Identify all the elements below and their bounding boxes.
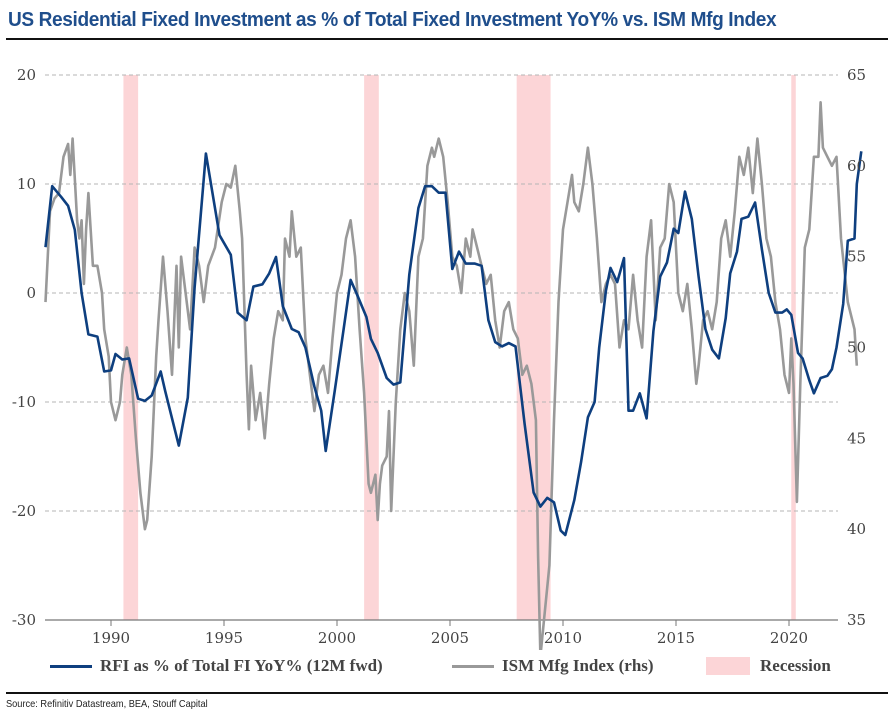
legend: RFI as % of Total FI YoY% (12M fwd) ISM … <box>0 656 896 682</box>
left-tick-label: 10 <box>17 175 36 193</box>
rfi-series <box>44 151 863 537</box>
x-tick-label: 2020 <box>770 629 808 647</box>
left-axis-ticks: -30 -20 -10 0 10 20 <box>12 66 36 629</box>
legend-label-ism: ISM Mfg Index (rhs) <box>502 656 654 675</box>
legend-swatch-recession <box>706 657 750 675</box>
right-axis-ticks: 35 40 45 50 55 60 65 <box>847 66 866 629</box>
right-tick-label: 55 <box>847 248 866 266</box>
chart-title: US Residential Fixed Investment as % of … <box>8 8 777 31</box>
recession-band <box>123 75 139 620</box>
right-tick-label: 60 <box>847 157 866 175</box>
x-axis-ticks: 1990 1995 2000 2005 2010 2015 2020 <box>92 629 808 647</box>
left-tick-label: 20 <box>17 66 36 84</box>
gridlines <box>45 74 838 512</box>
x-tick-label: 2015 <box>657 629 695 647</box>
legend-item-rfi: RFI as % of Total FI YoY% (12M fwd) <box>50 656 383 676</box>
x-tick-label: 2000 <box>318 629 356 647</box>
chart-area: -30 -20 -10 0 10 20 35 40 45 50 55 60 65 1990 1995 20… <box>12 66 866 650</box>
recession-band <box>516 75 551 620</box>
right-tick-label: 65 <box>847 66 866 84</box>
ism-line <box>44 101 859 650</box>
left-tick-label: -10 <box>12 393 36 411</box>
recession-band <box>364 75 379 620</box>
left-tick-label: -20 <box>12 502 36 520</box>
right-tick-label: 40 <box>847 520 866 538</box>
title-divider <box>6 38 888 40</box>
axes <box>45 619 838 626</box>
right-tick-label: 50 <box>847 339 866 357</box>
footer-divider <box>6 692 888 694</box>
legend-item-recession: Recession <box>706 656 831 676</box>
x-tick-label: 2010 <box>544 629 582 647</box>
x-tick-label: 1990 <box>92 629 130 647</box>
legend-label-recession: Recession <box>760 656 831 675</box>
rfi-line <box>44 151 863 537</box>
source-note: Source: Refinitiv Datastream, BEA, Stouf… <box>6 698 208 710</box>
right-tick-label: 35 <box>847 611 866 629</box>
right-tick-label: 45 <box>847 429 866 447</box>
left-tick-label: -30 <box>12 611 36 629</box>
left-tick-label: 0 <box>26 284 36 302</box>
x-tick-label: 2005 <box>431 629 469 647</box>
x-tick-label: 1995 <box>205 629 243 647</box>
legend-swatch-rfi <box>50 664 92 668</box>
legend-swatch-ism <box>452 664 494 668</box>
recession-bands <box>123 75 796 620</box>
recession-band <box>791 75 796 620</box>
legend-item-ism: ISM Mfg Index (rhs) <box>452 656 654 676</box>
ism-series <box>44 101 859 650</box>
legend-label-rfi: RFI as % of Total FI YoY% (12M fwd) <box>100 656 383 675</box>
